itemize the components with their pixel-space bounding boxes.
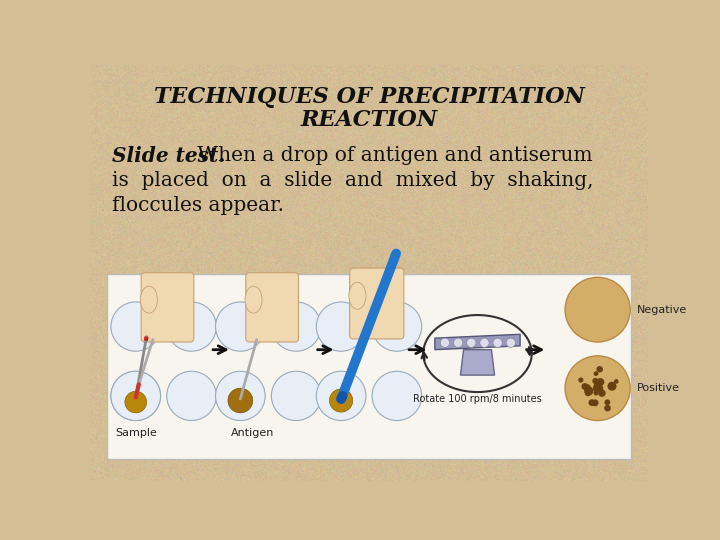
Circle shape (215, 372, 265, 421)
Circle shape (593, 378, 598, 384)
Circle shape (271, 372, 321, 421)
FancyBboxPatch shape (141, 273, 194, 342)
Circle shape (598, 386, 603, 391)
FancyBboxPatch shape (246, 273, 299, 342)
Circle shape (111, 372, 161, 421)
Text: Rotate 100 rpm/8 minutes: Rotate 100 rpm/8 minutes (413, 394, 542, 403)
Circle shape (584, 387, 593, 396)
Circle shape (506, 338, 516, 347)
Circle shape (441, 338, 449, 347)
Circle shape (582, 383, 588, 390)
Text: TECHNIQUES OF PRECIPITATION: TECHNIQUES OF PRECIPITATION (153, 86, 585, 109)
Circle shape (316, 372, 366, 421)
Text: Slide test.: Slide test. (112, 146, 225, 166)
Circle shape (593, 371, 598, 376)
Text: When a drop of antigen and antiserum: When a drop of antigen and antiserum (191, 146, 593, 165)
FancyBboxPatch shape (350, 268, 404, 339)
Circle shape (316, 302, 366, 351)
Circle shape (594, 386, 599, 391)
Circle shape (111, 372, 161, 421)
Text: REACTION: REACTION (300, 110, 438, 131)
Text: Antigen: Antigen (231, 428, 274, 438)
Circle shape (454, 338, 463, 347)
Ellipse shape (245, 286, 262, 313)
Circle shape (594, 383, 603, 392)
Circle shape (585, 384, 590, 389)
Circle shape (593, 390, 598, 395)
Circle shape (585, 390, 591, 396)
Circle shape (578, 377, 583, 383)
Circle shape (493, 338, 503, 347)
Circle shape (271, 302, 321, 351)
Circle shape (594, 381, 602, 389)
Circle shape (125, 392, 147, 413)
Bar (107, 274, 631, 459)
Ellipse shape (140, 286, 158, 313)
Circle shape (215, 302, 265, 351)
Text: Positive: Positive (636, 383, 680, 393)
Circle shape (467, 338, 476, 347)
Circle shape (228, 388, 253, 413)
Text: is  placed  on  a  slide  and  mixed  by  shaking,: is placed on a slide and mixed by shakin… (112, 171, 593, 190)
Circle shape (608, 382, 616, 391)
Circle shape (596, 366, 603, 373)
Text: Negative: Negative (636, 305, 687, 315)
Circle shape (614, 379, 618, 384)
Circle shape (604, 400, 611, 405)
Circle shape (372, 372, 422, 421)
Circle shape (111, 302, 161, 351)
Circle shape (592, 400, 598, 406)
Circle shape (598, 389, 606, 397)
Text: Sample: Sample (114, 428, 157, 438)
Circle shape (330, 389, 353, 412)
Circle shape (596, 378, 604, 386)
Circle shape (588, 399, 595, 406)
Circle shape (565, 278, 630, 342)
Text: floccules appear.: floccules appear. (112, 197, 284, 215)
Circle shape (480, 338, 489, 347)
Circle shape (372, 302, 422, 351)
Circle shape (167, 302, 216, 351)
Circle shape (565, 356, 630, 421)
Circle shape (593, 384, 602, 393)
Circle shape (604, 405, 611, 411)
Polygon shape (435, 334, 520, 350)
Circle shape (167, 372, 216, 421)
Ellipse shape (349, 282, 366, 309)
Polygon shape (461, 350, 495, 375)
